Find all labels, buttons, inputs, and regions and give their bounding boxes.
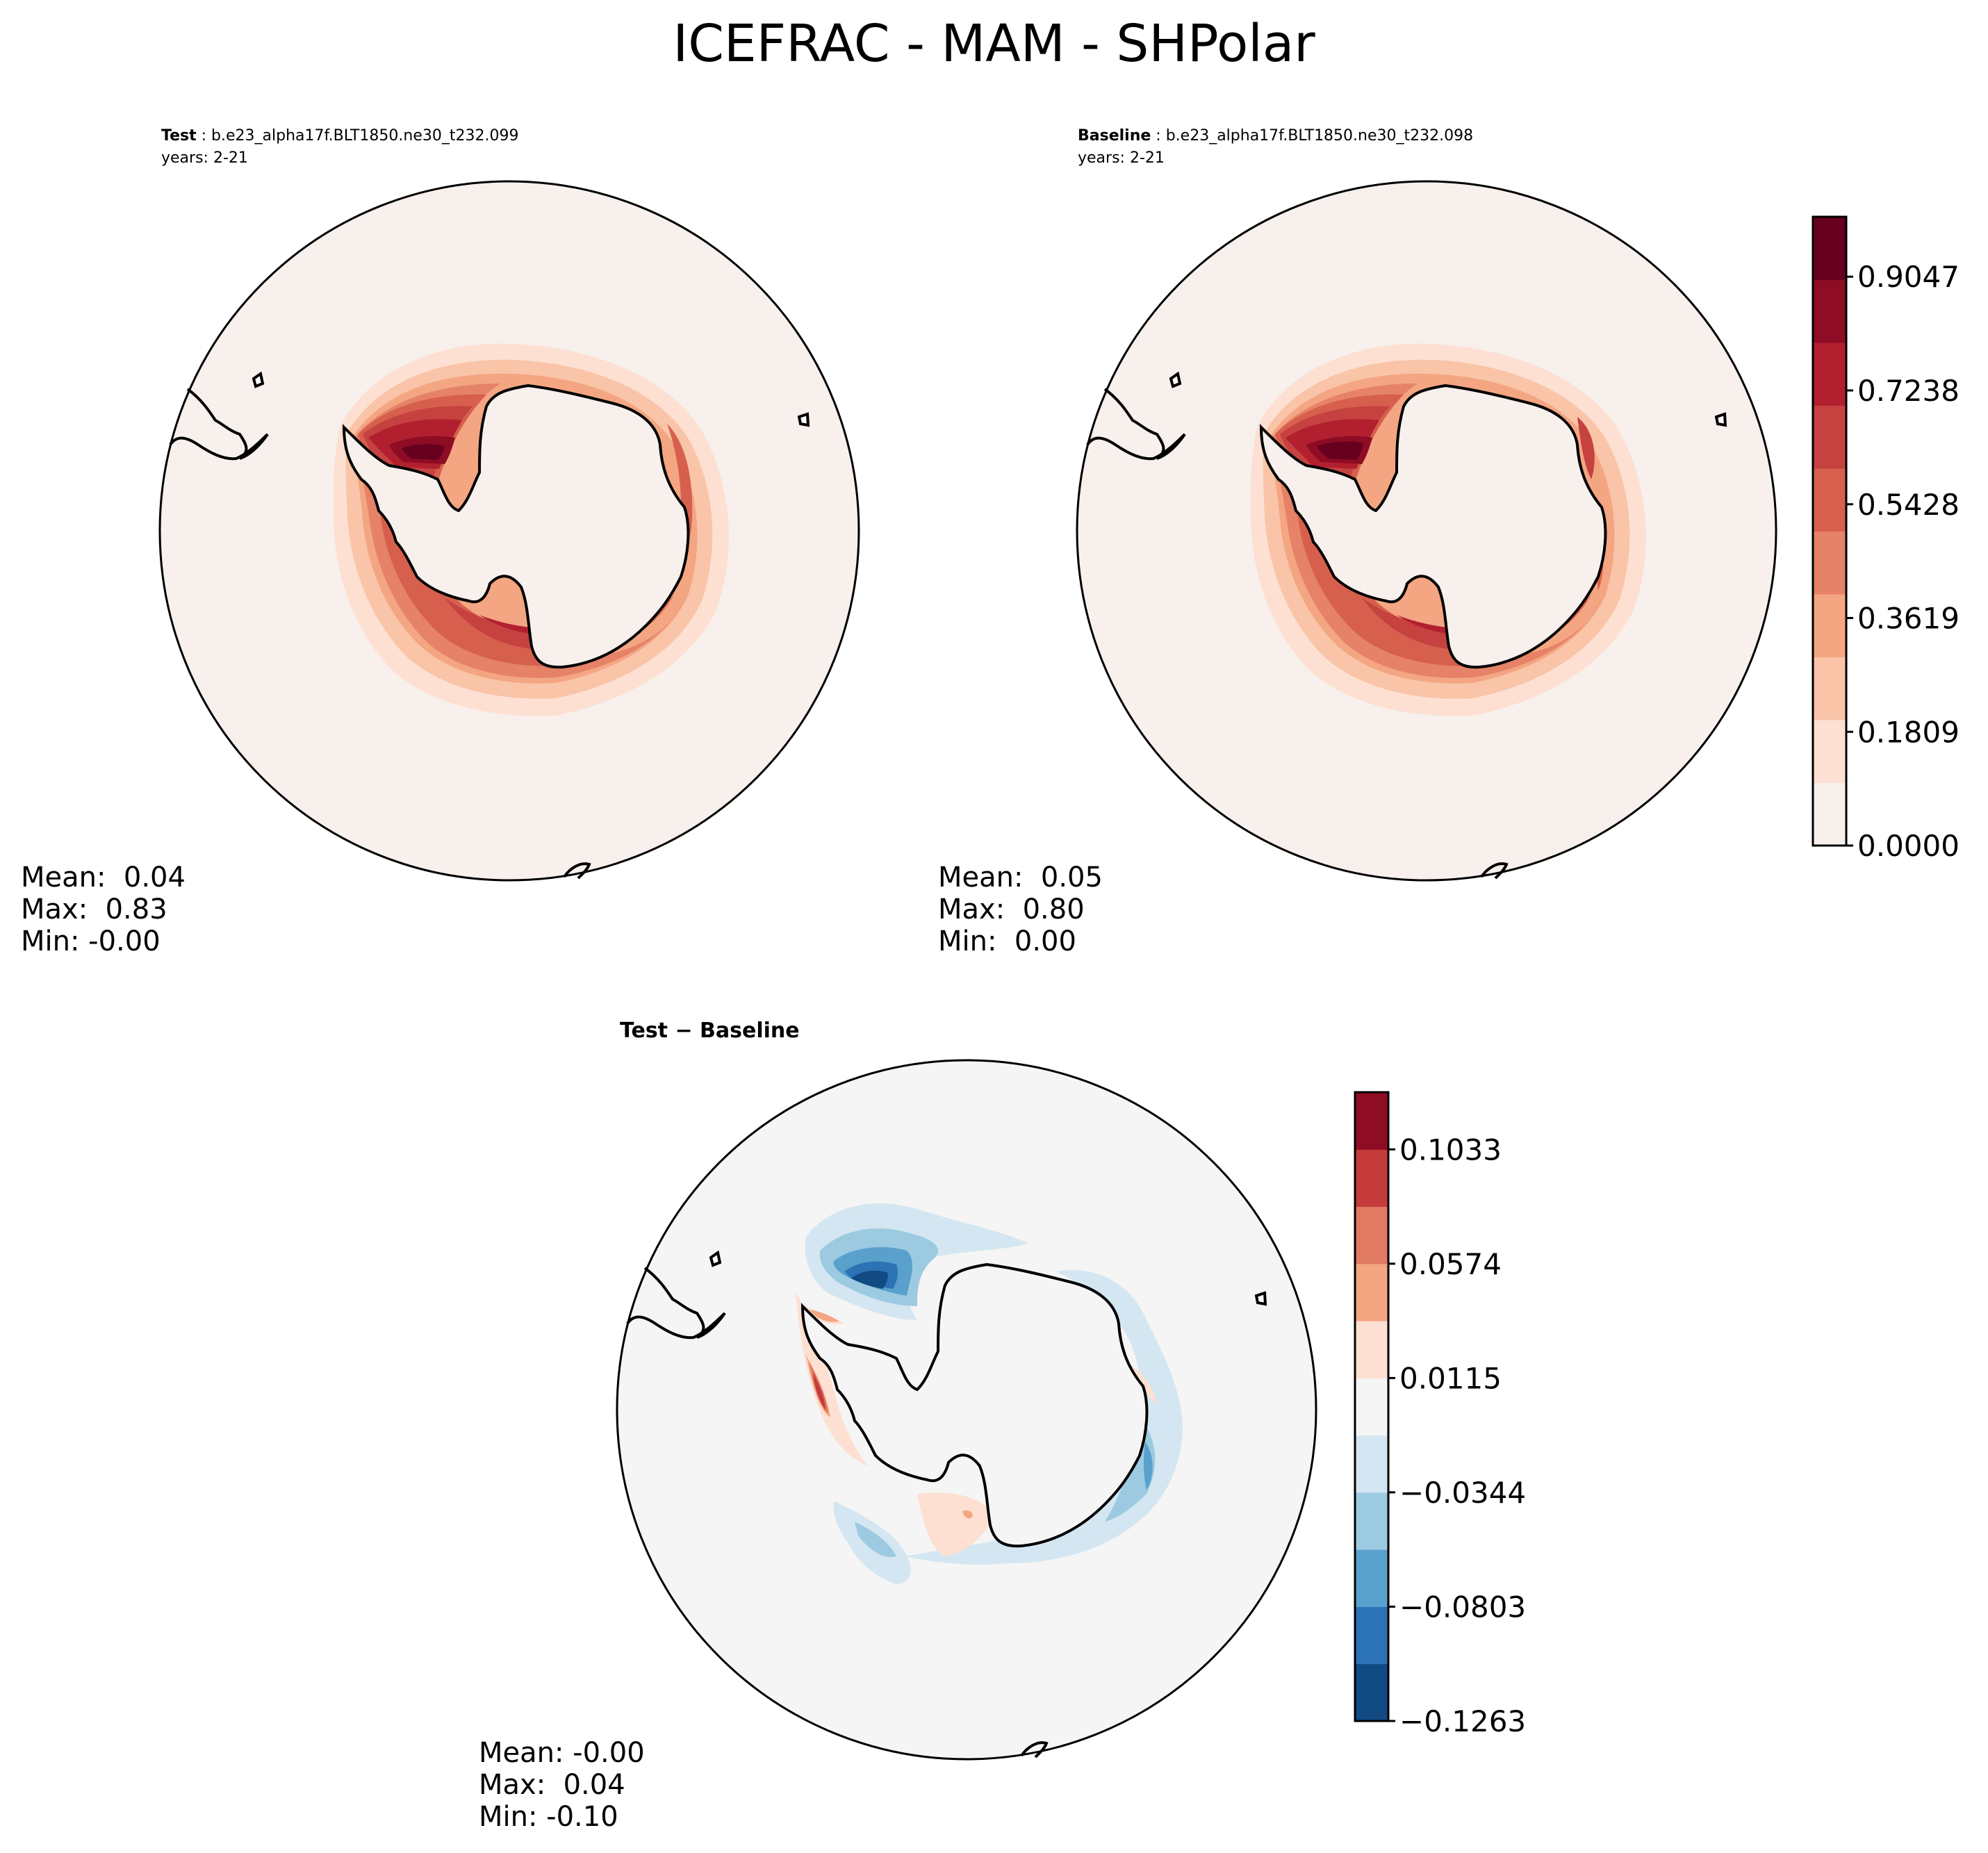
test-mean: Mean: 0.04 (21, 862, 186, 893)
test-ice-band-9 (402, 444, 445, 460)
baseline-antarctica-outline (1259, 384, 1607, 669)
difference-kerguelen-island (1254, 1291, 1267, 1306)
difference-colorbar-color-step (1355, 1435, 1388, 1493)
test-map (158, 180, 860, 882)
icefrac-colorbar-frame (1812, 215, 1848, 847)
difference-map (616, 1059, 1317, 1761)
icefrac-colorbar-tick-label: 0.9047 (1857, 260, 1960, 294)
baseline-case-name: b.e23_alpha17f.BLT1850.ne30_t232.098 (1165, 127, 1474, 145)
difference-colorbar-color-step (1355, 1606, 1388, 1665)
baseline-stats: Mean: 0.05 Max: 0.80 Min: 0.00 (938, 862, 1103, 957)
difference-south-america-coast (626, 1267, 726, 1340)
difference-colorbar-color-step (1355, 1663, 1388, 1722)
test-stats: Mean: 0.04 Max: 0.83 Min: -0.00 (21, 862, 186, 957)
icefrac-colorbar: 0.0000 0.1809 0.3619 0.5428 0.7238 0.9047 (1812, 215, 1960, 863)
baseline-south-america-coast (1086, 388, 1186, 461)
icefrac-colorbar-color-step (1813, 279, 1846, 343)
difference-colorbar-color-step (1355, 1321, 1388, 1378)
icefrac-colorbar-color-step (1813, 594, 1846, 657)
baseline-years: years: 2-21 (1078, 149, 1165, 167)
difference-colorbar-color-step (1355, 1492, 1388, 1550)
difference-colorbar-tick-label: 0.0574 (1399, 1247, 1502, 1281)
test-max: Max: 0.83 (21, 893, 167, 925)
diff-red-mid-2 (810, 1310, 839, 1322)
icefrac-colorbar-color-step (1813, 657, 1846, 720)
test-label: Test (161, 127, 197, 145)
baseline-label: Baseline (1078, 127, 1151, 145)
difference-colorbar-color-step (1355, 1549, 1388, 1607)
icefrac-colorbar-color-step (1813, 343, 1846, 406)
icefrac-colorbar-tick-label: 0.1809 (1857, 715, 1960, 749)
icefrac-colorbar-tick-label: 0.7238 (1857, 374, 1960, 408)
difference-antarctica-outline (800, 1262, 1149, 1548)
icefrac-colorbar-color-step (1813, 720, 1846, 783)
icefrac-colorbar-tick-label: 0.0000 (1857, 829, 1960, 863)
figure-title: ICEFRAC - MAM - SHPolar (673, 14, 1315, 74)
icefrac-colorbar-color-step (1813, 531, 1846, 595)
diff-red-strongest-1 (813, 1372, 825, 1410)
test-years: years: 2-21 (161, 149, 248, 167)
difference-max: Max: 0.04 (479, 1769, 625, 1801)
baseline-min: Min: 0.00 (938, 925, 1076, 957)
difference-colorbar-color-step (1355, 1149, 1388, 1208)
baseline-max: Max: 0.80 (938, 893, 1085, 925)
icefrac-colorbar-color-step (1813, 405, 1846, 469)
difference-panel-header: Test − Baseline (620, 1019, 800, 1043)
difference-colorbar-color-step (1355, 1263, 1388, 1321)
difference-colorbar-color-step (1355, 1092, 1388, 1150)
diff-blue-mid-south (855, 1522, 896, 1557)
test-map-boundary (158, 180, 860, 882)
difference-mean: Mean: -0.00 (479, 1737, 645, 1769)
diff-blue-deepest-west (851, 1270, 888, 1289)
test-south-america-coast (169, 388, 269, 461)
difference-colorbar-tick-label: −0.0803 (1399, 1590, 1526, 1624)
baseline-south-georgia-island (1169, 371, 1182, 388)
difference-colorbar-frame (1354, 1091, 1390, 1722)
test-south-georgia-island (252, 371, 265, 388)
baseline-ice-band-7 (1285, 419, 1508, 634)
baseline-panel-header: Baseline : b.e23_alpha17f.BLT1850.ne30_t… (1078, 125, 1473, 170)
difference-colorbar-tick-label: −0.1263 (1399, 1704, 1526, 1738)
difference-map-boundary (616, 1059, 1317, 1761)
test-new-zealand-tip (563, 862, 591, 880)
baseline-ice-band-9 (1317, 441, 1363, 460)
difference-colorbar-tick-label: 0.0115 (1399, 1361, 1502, 1395)
difference-new-zealand-tip (1020, 1741, 1049, 1759)
difference-colorbar: −0.1263 −0.0803 −0.0344 0.0115 0.0574 0.1033 (1354, 1091, 1526, 1738)
diff-red-dot-south (962, 1510, 973, 1519)
baseline-ice-east-lobe (1577, 417, 1595, 479)
test-case-name: b.e23_alpha17f.BLT1850.ne30_t232.099 (211, 127, 519, 145)
difference-colorbar-tick-label: 0.1033 (1399, 1133, 1502, 1167)
test-kerguelen-island (797, 412, 810, 427)
diff-red-weak-south (917, 1492, 994, 1556)
icefrac-colorbar-tick-label: 0.5428 (1857, 488, 1960, 522)
icefrac-colorbar-tick-label: 0.3619 (1857, 601, 1960, 635)
test-ice-band-7 (368, 419, 591, 634)
difference-colorbar-color-step (1355, 1378, 1388, 1436)
baseline-kerguelen-island (1714, 412, 1727, 427)
baseline-map (1076, 180, 1777, 882)
test-antarctica-outline (342, 384, 690, 669)
baseline-map-boundary (1076, 180, 1777, 882)
icefrac-colorbar-color-step (1813, 217, 1846, 280)
difference-colorbar-tick-label: −0.0344 (1399, 1476, 1526, 1510)
test-colon: : (196, 127, 212, 145)
baseline-new-zealand-tip (1480, 862, 1509, 880)
test-panel-header: Test : b.e23_alpha17f.BLT1850.ne30_t232.… (161, 125, 518, 170)
difference-colorbar-color-step (1355, 1206, 1388, 1265)
diff-blue-strong-east (1143, 1442, 1153, 1490)
icefrac-colorbar-color-step (1813, 782, 1846, 846)
icefrac-colorbar-color-step (1813, 468, 1846, 532)
baseline-mean: Mean: 0.05 (938, 862, 1103, 893)
test-min: Min: -0.00 (21, 925, 161, 957)
difference-stats: Mean: -0.00 Max: 0.04 Min: -0.10 (479, 1737, 645, 1833)
difference-south-georgia-island (709, 1250, 722, 1267)
difference-min: Min: -0.10 (479, 1801, 618, 1833)
baseline-colon: : (1151, 127, 1166, 145)
